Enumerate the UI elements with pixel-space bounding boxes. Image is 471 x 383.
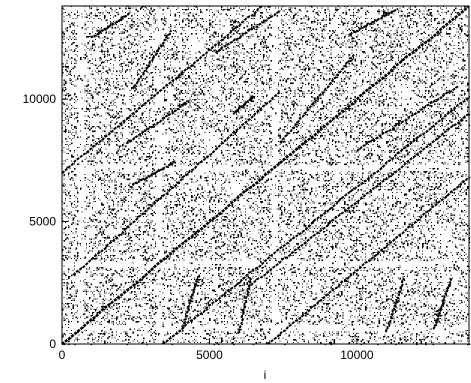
- structure-line-layer: [61, 5, 471, 346]
- y-tick-label-0: 0: [49, 337, 56, 351]
- recurrence-line-7: [214, 10, 281, 54]
- x-tick-label-2: 10000: [340, 348, 374, 362]
- recurrence-line-1: [267, 176, 471, 345]
- recurrence-line-2: [61, 5, 264, 174]
- recurrence-line-10: [356, 85, 459, 152]
- recurrence-line-5: [250, 113, 470, 286]
- y-axis-ticks: 0 5000 10000: [23, 92, 68, 351]
- dot-layer: [62, 6, 471, 346]
- recurrence-line-17: [385, 277, 406, 332]
- recurrence-line-15: [232, 94, 256, 115]
- recurrence-line-4: [161, 96, 470, 345]
- recurrence-line-6: [131, 29, 173, 90]
- recurrence-line-12: [181, 278, 201, 328]
- recurrence-line-9: [279, 54, 355, 144]
- y-tick-label-2: 10000: [23, 92, 57, 106]
- x-tick-label-1: 5000: [196, 348, 223, 362]
- y-tick-label-1: 5000: [29, 215, 56, 229]
- plot-frame: [61, 5, 470, 345]
- recurrence-line-14: [131, 161, 175, 186]
- x-axis-label: i: [264, 368, 267, 382]
- recurrence-line-16: [89, 11, 131, 39]
- recurrence-line-8: [125, 100, 190, 145]
- recurrence-line-0: [61, 5, 470, 346]
- x-axis-ticks: 0 5000 10000: [59, 338, 374, 362]
- recurrence-line-3: [72, 90, 281, 276]
- recurrence-line-18: [432, 277, 453, 330]
- recurrence-line-11: [347, 7, 399, 38]
- x-tick-label-0: 0: [59, 348, 66, 362]
- recurrence-dots: [62, 6, 471, 346]
- recurrence-line-13: [237, 276, 253, 334]
